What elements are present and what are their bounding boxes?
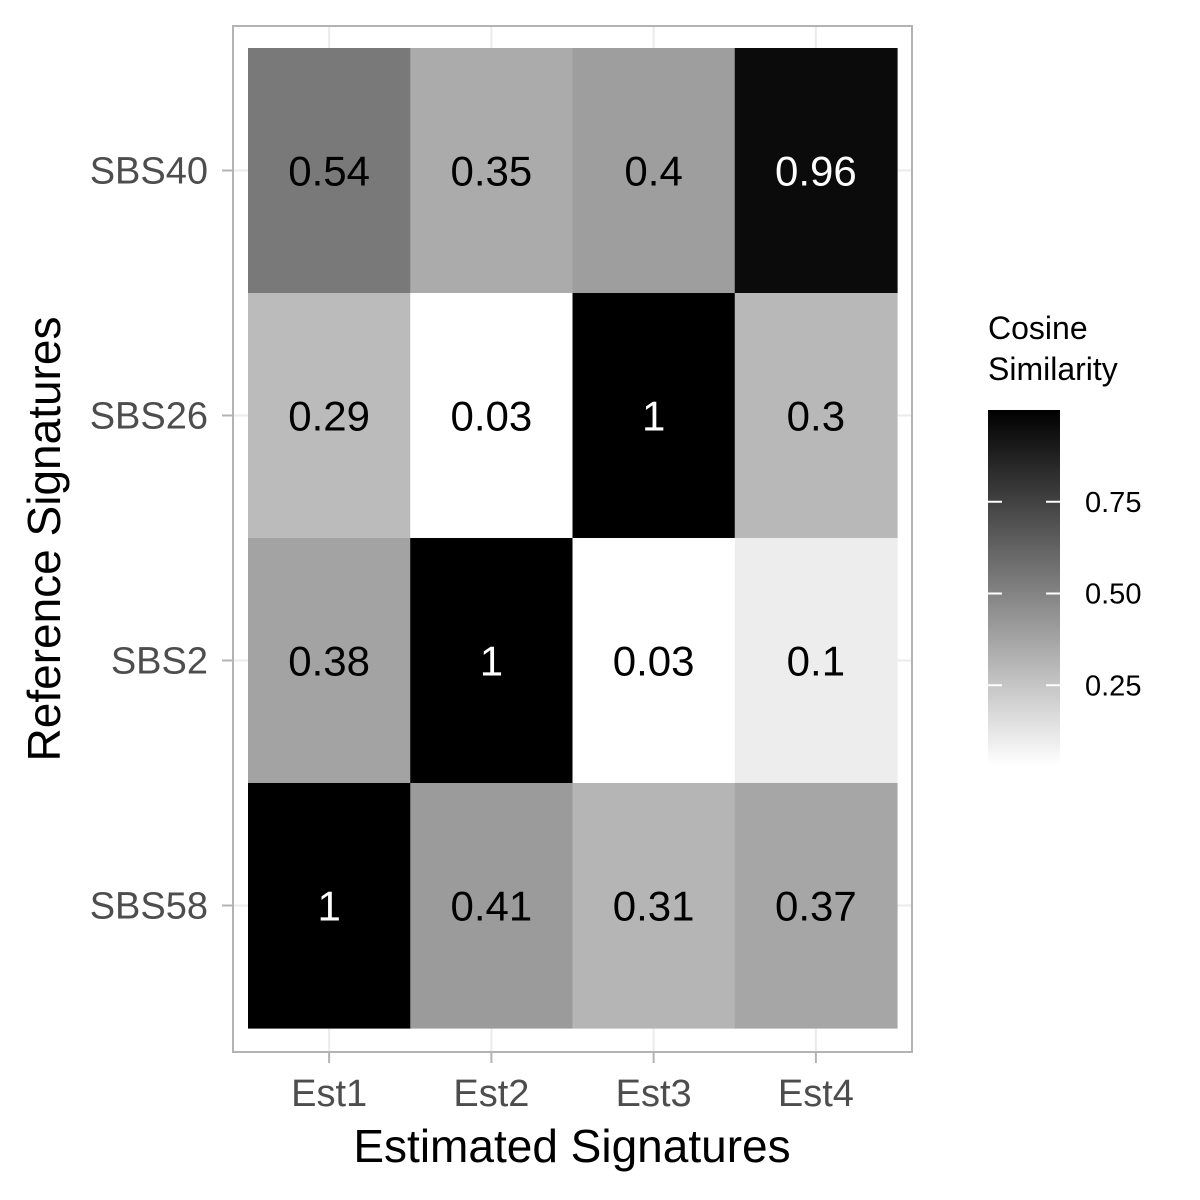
heatmap-cell [248, 293, 411, 539]
legend-colorbar [988, 410, 1060, 766]
y-tick-label: SBS2 [111, 641, 208, 683]
heatmap-cell [410, 538, 574, 784]
legend-tick-label: 0.50 [1085, 579, 1141, 611]
heatmap-cell [248, 783, 411, 1029]
legend-title-line-1: Cosine [988, 310, 1088, 346]
x-axis-title: Estimated Signatures [353, 1120, 790, 1172]
heatmap-cell [734, 538, 898, 784]
y-axis: SBS40 SBS26 SBS2 SBS58 [90, 151, 233, 928]
legend: Cosine Similarity 0.25 0.50 0.75 [988, 310, 1141, 766]
cell-value-label: 0.03 [451, 393, 533, 440]
y-tick-label: SBS26 [90, 396, 208, 438]
x-axis: Est1 Est2 Est3 Est4 [291, 1052, 854, 1115]
legend-tick-label: 0.25 [1085, 670, 1141, 702]
cell-value-label: 0.31 [613, 883, 695, 930]
heatmap-cells: 0.54 0.35 0.4 0.96 0.29 0.03 1 0.3 0.38 1 0.03 0.1 1… [248, 48, 898, 1029]
cell-value-label: 0.29 [288, 393, 370, 440]
heatmap-cell [248, 538, 411, 784]
x-tick-label: Est4 [778, 1073, 854, 1115]
legend-ticks: 0.25 0.50 0.75 [988, 487, 1141, 702]
x-tick-label: Est3 [616, 1073, 692, 1115]
x-tick-label: Est2 [453, 1073, 529, 1115]
legend-title-line-2: Similarity [988, 351, 1118, 387]
cell-value-label: 1 [642, 393, 665, 440]
heatmap-cell [248, 48, 411, 294]
cell-value-label: 0.3 [787, 393, 845, 440]
cell-value-label: 0.54 [288, 148, 370, 195]
cell-value-label: 0.03 [613, 638, 695, 685]
heatmap-cell [572, 538, 736, 784]
heatmap-cell [734, 48, 898, 294]
y-tick-label: SBS58 [90, 886, 208, 928]
heatmap-cell [572, 293, 736, 539]
cell-value-label: 0.41 [451, 883, 533, 930]
heatmap-cell [734, 783, 898, 1029]
cell-value-label: 1 [480, 638, 503, 685]
cell-value-label: 0.38 [288, 638, 370, 685]
heatmap-cell [572, 48, 736, 294]
y-tick-label: SBS40 [90, 151, 208, 193]
cell-value-label: 0.35 [451, 148, 533, 195]
legend-tick-label: 0.75 [1085, 487, 1141, 519]
cell-value-label: 0.4 [624, 148, 682, 195]
heatmap-cell [410, 48, 574, 294]
x-tick-label: Est1 [291, 1073, 367, 1115]
cell-value-label: 0.37 [775, 883, 857, 930]
heatmap-cell [572, 783, 736, 1029]
heatmap-cell [734, 293, 898, 539]
cell-value-label: 0.1 [787, 638, 845, 685]
heatmap-cell [410, 783, 574, 1029]
heatmap-cell [410, 293, 574, 539]
cell-value-label: 1 [317, 883, 340, 930]
y-axis-title: Reference Signatures [18, 317, 70, 762]
cell-value-label: 0.96 [775, 148, 857, 195]
